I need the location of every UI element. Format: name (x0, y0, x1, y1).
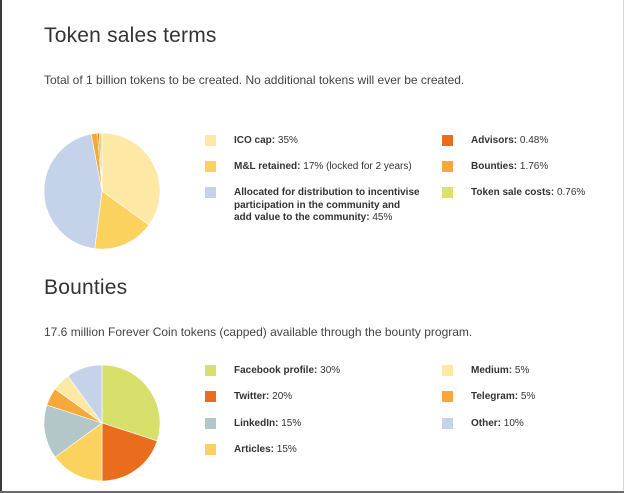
legend-label-value: 5% (520, 391, 536, 402)
legend-label-name: M&L retained: (234, 161, 301, 172)
legend-label-name: Telegram: (471, 391, 519, 402)
legend-label-value: 17% (locked for 2 years) (303, 161, 412, 172)
legend-label-name: Advisors: (471, 135, 518, 146)
legend-label-value: 5% (514, 365, 530, 376)
legend-label-name: Token sale costs: (471, 187, 555, 198)
legend-label-value: 15% (281, 418, 302, 429)
legend-swatch (442, 161, 453, 172)
legend-label-value: 45% (372, 212, 393, 223)
legend-label: M&L retained: 17% (locked for 2 years) (234, 161, 420, 174)
legend-label-value: 0.48% (519, 135, 549, 146)
legend-swatch (442, 418, 453, 429)
legend-label: Allocated for distribution to incentivis… (234, 187, 420, 225)
legend-swatch (205, 391, 216, 402)
pie-slice-twitter (101, 422, 158, 482)
legend-label-value: 20% (272, 391, 293, 402)
page-bottom-border (0, 491, 624, 493)
pie-slice-facebook-profile (101, 364, 161, 442)
legend-label: Medium: 5% (471, 365, 592, 378)
pie-slice-allocated-for-distribution-to-incentivis (43, 133, 103, 249)
legend-label-name: Bounties: (471, 161, 518, 172)
legend-label-value: 10% (503, 418, 524, 429)
legend-swatch (205, 161, 216, 172)
pie-slice-token-sale-costs (98, 132, 103, 192)
pie-slice-ico-cap (101, 132, 161, 226)
pie-slice-articles (54, 422, 103, 482)
legend-label: LinkedIn: 15% (234, 418, 420, 431)
legend-label: Telegram: 5% (471, 391, 592, 404)
legend-swatch (205, 187, 216, 198)
legend-label: Bounties: 1.76% (471, 161, 592, 174)
legend-label: Facebook profile: 30% (234, 365, 420, 378)
legend-label-name: Medium: (471, 365, 513, 376)
legend-swatch (205, 418, 216, 429)
legend-label-value: 0.76% (556, 187, 586, 198)
legend-label-value: 35% (277, 135, 298, 146)
legend-label: Token sale costs: 0.76% (471, 187, 592, 200)
legend-label-value: 30% (320, 365, 341, 376)
legend-swatch (442, 135, 453, 146)
section-description-bounties: 17.6 million Forever Coin tokens (capped… (44, 325, 473, 339)
legend-swatch (205, 365, 216, 376)
section-heading-bounties: Bounties (44, 276, 128, 299)
legend-label-name: LinkedIn: (234, 418, 279, 429)
section-heading-token-sales: Token sales terms (44, 24, 217, 47)
legend-label-name: Twitter: (234, 391, 270, 402)
legend-swatch (442, 187, 453, 198)
legend-label-value: 15% (276, 444, 297, 455)
legend-label: Twitter: 20% (234, 391, 420, 404)
legend-label: ICO cap: 35% (234, 135, 420, 148)
legend-swatch (442, 391, 453, 402)
legend-label-name: Other: (471, 418, 501, 429)
pie-slice-linkedin (43, 404, 103, 458)
page-left-border (0, 0, 2, 493)
legend-label-name: Facebook profile: (234, 365, 318, 376)
legend-label-name: Articles: (234, 444, 275, 455)
legend-label: Articles: 15% (234, 444, 420, 457)
legend-label: Other: 10% (471, 418, 592, 431)
section-description-token-sales: Total of 1 billion tokens to be created.… (44, 73, 465, 87)
legend-swatch (205, 135, 216, 146)
pie-slice-other (67, 364, 103, 424)
legend-label: Advisors: 0.48% (471, 135, 592, 148)
bounties-pie-chart (43, 364, 161, 482)
legend-label-value: 1.76% (519, 161, 549, 172)
legend-label-name: Allocated for distribution to incentivis… (234, 187, 420, 223)
legend-label-name: ICO cap: (234, 135, 276, 146)
legend-swatch (205, 444, 216, 455)
pie-slice-mandl-retained (94, 190, 150, 250)
token-sales-pie-chart (43, 132, 161, 250)
legend-swatch (442, 365, 453, 376)
